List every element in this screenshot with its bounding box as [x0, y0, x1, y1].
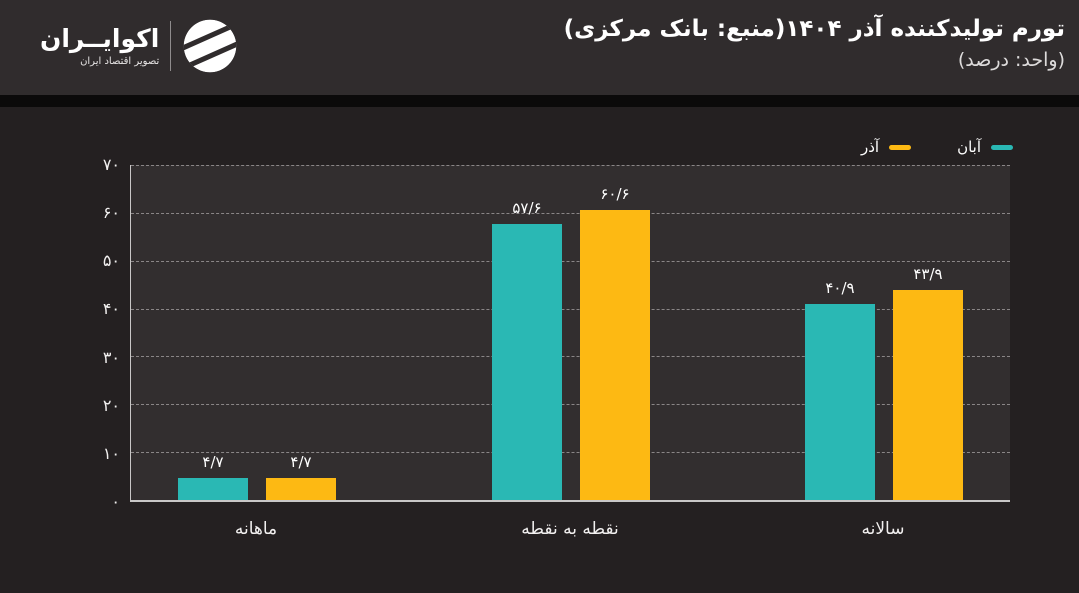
legend: آبان آذر — [861, 138, 1013, 156]
bar-value-label: ۴۳/۹ — [913, 264, 943, 283]
bar-3 — [893, 289, 963, 500]
bar-1 — [178, 477, 248, 500]
y-tick-label: ۴۰ — [102, 299, 120, 319]
gridline — [131, 308, 1010, 310]
bar-value-label: ۴/۷ — [202, 452, 224, 471]
x-axis-label: ماهانه — [234, 519, 278, 539]
legend-label: آبان — [957, 138, 981, 156]
y-tick-label: ۷۰ — [102, 155, 120, 174]
page-title: تورم تولیدکننده آذر ۱۴۰۴(منبع: بانک مرکز… — [563, 16, 1065, 42]
y-tick-label: ۵۰ — [102, 251, 120, 271]
legend-marker — [889, 144, 912, 150]
gridline — [131, 404, 1010, 406]
bar-3 — [805, 304, 875, 500]
logo-name: اکوایــران — [40, 23, 160, 53]
bar-group: ۴۰/۹ ۴۳/۹ — [805, 165, 963, 500]
bar-2 — [580, 210, 650, 500]
y-tick-label: ۰ — [111, 492, 120, 511]
plot-area: ۴/۷ ۴/۷ ۵۷/۶ ۶۰/۶ ۴۰/۹ ۴۳/۹ — [130, 165, 1010, 502]
divider-strip — [0, 95, 1079, 107]
x-axis-label: سالانه — [861, 519, 905, 539]
bar-value-label: ۵۷/۶ — [512, 199, 542, 218]
y-tick-label: ۶۰ — [102, 203, 120, 223]
bar-with-label: ۴۳/۹ — [893, 165, 963, 500]
bar-with-label: ۴۰/۹ — [805, 165, 875, 500]
logo-tagline: تصویر اقتصاد ایران — [80, 56, 160, 68]
title-block: تورم تولیدکننده آذر ۱۴۰۴(منبع: بانک مرکز… — [564, 13, 1065, 71]
bar-group: ۵۷/۶ ۶۰/۶ — [492, 165, 650, 500]
bar-group: ۴/۷ ۴/۷ — [178, 165, 336, 500]
gridline — [131, 165, 1010, 166]
bar-1 — [266, 477, 336, 500]
bar-with-label: ۶۰/۶ — [580, 165, 650, 500]
legend-marker — [991, 144, 1013, 150]
bar-with-label: ۴/۷ — [266, 165, 336, 500]
gridline — [131, 260, 1010, 262]
ecoiran-globe-icon — [183, 19, 237, 73]
bar-with-label: ۵۷/۶ — [492, 165, 562, 500]
legend-label: آذر — [860, 138, 880, 156]
gridline — [131, 212, 1010, 214]
logo-separator — [170, 21, 172, 71]
bar-2 — [492, 224, 562, 500]
bar-value-label: ۶۰/۶ — [600, 185, 630, 203]
gridline — [131, 356, 1010, 358]
y-tick-label: ۱۰ — [102, 443, 120, 463]
bar-value-label: ۴/۷ — [290, 452, 312, 471]
ecoiran-logo: اکوایــران تصویر اقتصاد ایران — [40, 18, 238, 74]
legend-item: آبان — [957, 138, 1013, 156]
logo-text-block: اکوایــران تصویر اقتصاد ایران — [40, 25, 159, 68]
bar-with-label: ۴/۷ — [178, 165, 248, 500]
header: اکوایــران تصویر اقتصاد ایران تورم تولید… — [0, 0, 1079, 95]
y-tick-label: ۲۰ — [102, 395, 120, 415]
x-axis-label: نقطه به نقطه — [521, 519, 619, 539]
gridline — [131, 452, 1010, 454]
chart-area: آبان آذر ۴/۷ ۴/۷ ۵۷/۶ ۶۰/۶ ۴۰/۹ ۴۳/۹ ۰ ۱۰ ۲۰ ۳۰ ۴۰… — [0, 107, 1079, 593]
y-tick-label: ۳۰ — [102, 347, 120, 367]
legend-item: آذر — [860, 138, 912, 156]
unit-subtitle: (واحد: درصد) — [957, 49, 1065, 72]
bar-value-label: ۴۰/۹ — [825, 279, 855, 298]
